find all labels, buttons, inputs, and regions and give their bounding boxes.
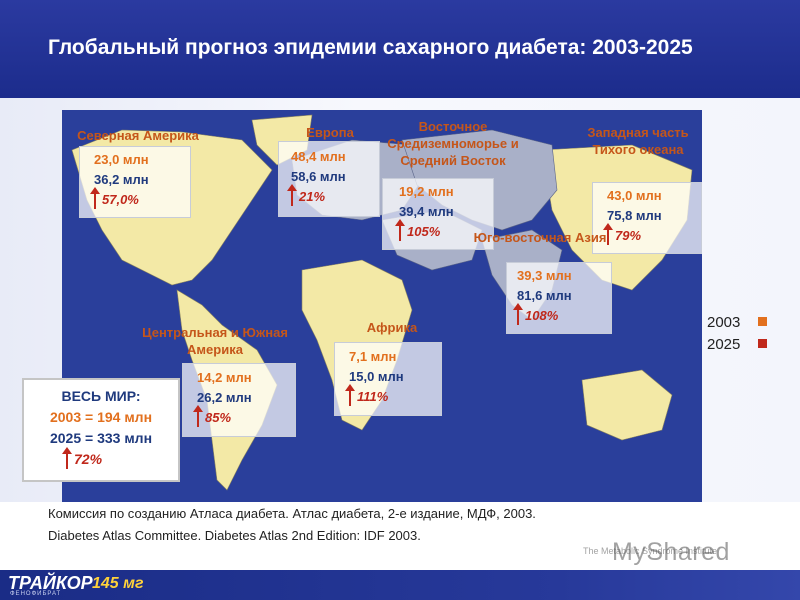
increase-percent: 57,0% [102, 192, 139, 207]
source-en: Diabetes Atlas Committee. Diabetes Atlas… [48, 528, 421, 543]
up-arrow-icon [603, 223, 613, 246]
legend-swatch [758, 339, 767, 348]
world-total-box: ВЕСЬ МИР: 2003 = 194 млн 2025 = 333 млн … [22, 378, 180, 482]
value-2025: 15,0 млн [349, 369, 404, 384]
world-label: ВЕСЬ МИР: [61, 388, 141, 404]
up-arrow-icon [345, 384, 355, 407]
value-2025: 58,6 млн [291, 169, 346, 184]
australia-shape [581, 369, 673, 441]
legend-item-2025: 2025 [707, 334, 767, 356]
data-box-latin-america: 14,2 млн 26,2 млн 85% [182, 363, 296, 437]
up-arrow-icon [513, 303, 523, 326]
up-arrow-icon [62, 446, 72, 469]
value-2025: 36,2 млн [94, 172, 149, 187]
increase-percent: 111% [357, 389, 389, 404]
increase-percent: 79% [615, 228, 642, 243]
up-arrow-icon [395, 219, 405, 242]
data-box-se-asia: 39,3 млн 81,6 млн 108% [506, 262, 612, 334]
data-box-west-pacific: 43,0 млн 75,8 млн 79% [592, 182, 702, 254]
up-arrow-icon [193, 405, 203, 428]
footer-band: ТРАЙКОР 145 мг ФЕНОФИБРАТ [0, 570, 800, 600]
value-2003: 39,3 млн [517, 268, 572, 283]
value-2003: 14,2 млн [197, 370, 252, 385]
value-2003: 48,4 млн [291, 149, 346, 164]
legend-year: 2003 [707, 314, 741, 331]
source-ru: Комиссия по созданию Атласа диабета. Атл… [48, 506, 536, 521]
brand-dose: 145 мг [92, 575, 144, 592]
value-2025: 81,6 млн [517, 288, 572, 303]
data-box-east-med: 19,2 млн 39,4 млн 105% [382, 178, 494, 250]
page-title: Глобальный прогноз эпидемии сахарного ди… [48, 36, 693, 59]
header-band: Глобальный прогноз эпидемии сахарного ди… [0, 0, 800, 98]
legend-swatch [758, 317, 767, 326]
region-label-west-pacific: Западная часть Тихого океана [587, 125, 689, 157]
world-value-2003: 2003 = 194 млн [49, 409, 153, 425]
value-2025: 39,4 млн [399, 204, 454, 219]
increase-percent: 108% [525, 308, 559, 323]
world-value-2025: 2025 = 333 млн [49, 430, 153, 446]
data-box-africa: 7,1 млн 15,0 млн 111% [334, 342, 442, 416]
watermark-logo: The Metabolic Syndrome Institute [583, 546, 718, 556]
region-label-north-america: Северная Америка [77, 128, 199, 143]
value-2003: 43,0 млн [607, 188, 662, 203]
region-label-africa: Африка [366, 320, 418, 335]
region-label-latin-america: Центральная и Южная Америка [142, 325, 288, 357]
up-arrow-icon [90, 187, 100, 210]
value-2003: 19,2 млн [399, 184, 454, 199]
increase-percent: 21% [299, 189, 326, 204]
value-2003: 23,0 млн [94, 152, 149, 167]
legend-year: 2025 [707, 336, 741, 353]
data-box-north-america: 23,0 млн 36,2 млн 57,0% [79, 146, 191, 218]
value-2025: 26,2 млн [197, 390, 252, 405]
up-arrow-icon [287, 184, 297, 207]
increase-percent: 85% [205, 410, 232, 425]
value-2003: 7,1 млн [349, 349, 397, 364]
watermark: MyShared [612, 538, 730, 566]
legend-item-2003: 2003 [707, 312, 767, 334]
legend: 2003 2025 [707, 312, 767, 356]
value-2025: 75,8 млн [607, 208, 662, 223]
region-label-europe: Европа [306, 125, 354, 140]
brand-subtitle: ФЕНОФИБРАТ [10, 591, 62, 597]
region-label-east-med: Восточное Средиземноморье и Средний Вост… [387, 119, 519, 168]
increase-percent: 105% [407, 224, 441, 239]
world-increase: 72% [74, 451, 103, 467]
brand-name: ТРАЙКОР [8, 573, 93, 593]
data-box-europe: 48,4 млн 58,6 млн 21% [278, 141, 380, 217]
region-label-se-asia: Юго-восточная Азия [473, 230, 607, 245]
